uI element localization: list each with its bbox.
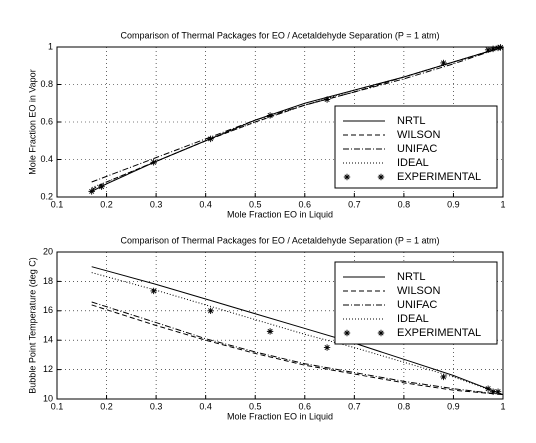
x-tick-label: 0.7: [348, 199, 361, 209]
x-axis-label: Mole Fraction EO in Liquid: [227, 411, 333, 421]
legend-symbol: [343, 329, 385, 337]
y-tick-label: 18: [43, 276, 53, 286]
data-point: [150, 159, 157, 166]
data-point: [440, 59, 447, 67]
x-tick-label: 0.3: [150, 401, 163, 411]
data-line: [91, 272, 504, 396]
x-tick-label: 0.2: [100, 401, 113, 411]
y-tick-label: 0.8: [40, 79, 53, 89]
data-point: [497, 44, 504, 51]
data-point: [150, 287, 157, 295]
y-tick-label: 0.6: [40, 116, 53, 126]
data-line: [91, 266, 504, 396]
data-line: [91, 301, 504, 396]
data-point: [207, 135, 214, 143]
x-tick-label: 0.8: [398, 199, 411, 209]
x-tick-label: 0.4: [199, 199, 212, 209]
data-point: [266, 112, 274, 119]
data-point: [494, 388, 502, 395]
data-point: [207, 307, 214, 314]
legend-label: UNIFAC: [397, 143, 437, 155]
x-tick-label: 1: [500, 401, 505, 411]
legend-label: IDEAL: [397, 313, 429, 325]
data-point: [88, 188, 95, 195]
data-point: [484, 385, 492, 392]
y-tick-label: 1: [48, 41, 53, 51]
data-line: [91, 46, 504, 189]
x-tick-label: 0.6: [299, 199, 312, 209]
data-point: [494, 44, 502, 52]
data-line: [91, 304, 504, 396]
x-tick-label: 0.7: [348, 401, 361, 411]
y-tick-label: 12: [43, 364, 53, 374]
data-point: [489, 45, 497, 53]
legend-box: [334, 105, 498, 189]
y-tick-label: 14: [43, 335, 53, 345]
x-tick-label: 0.5: [249, 401, 262, 411]
data-point: [98, 183, 105, 190]
legend-label: UNIFAC: [397, 299, 437, 311]
data-point: [323, 344, 331, 351]
legend-label: NRTL: [397, 271, 426, 283]
chart-title: Comparison of Thermal Packages for EO / …: [120, 235, 439, 245]
x-tick-label: 0.4: [199, 401, 212, 411]
x-axis-label: Mole Fraction EO in Liquid: [227, 209, 333, 219]
data-point: [484, 46, 492, 54]
data-point: [266, 328, 274, 335]
plot-frame: [56, 46, 504, 198]
x-tick-label: 0.5: [249, 199, 262, 209]
plot-frame: [56, 251, 504, 400]
data-point: [440, 373, 447, 381]
x-tick-label: 0.6: [299, 401, 312, 411]
data-point: [323, 96, 331, 103]
legend-label: EXPERIMENTAL: [397, 171, 481, 183]
data-line: [91, 46, 504, 183]
legend-symbol: [343, 173, 385, 181]
x-tick-label: 0.9: [447, 199, 460, 209]
y-tick-label: 20: [43, 246, 53, 256]
x-tick-label: 0.2: [100, 199, 113, 209]
y-tick-label: 0.2: [40, 191, 53, 201]
y-tick-label: 16: [43, 305, 53, 315]
x-tick-label: 0.8: [398, 401, 411, 411]
legend-label: WILSON: [397, 285, 440, 297]
legend-label: NRTL: [397, 115, 426, 127]
x-tick-label: 0.1: [51, 401, 64, 411]
chart-title: Comparison of Thermal Packages for EO / …: [120, 30, 439, 40]
data-point: [489, 388, 497, 395]
y-tick-label: 0.4: [40, 154, 53, 164]
legend-label: EXPERIMENTAL: [397, 327, 481, 339]
legend-label: WILSON: [397, 129, 440, 141]
x-tick-label: 0.3: [150, 199, 163, 209]
y-axis-label: Bubble Point Temperature (deg C): [27, 257, 37, 393]
x-tick-label: 0.9: [447, 401, 460, 411]
x-tick-label: 0.1: [51, 199, 64, 209]
legend-label: IDEAL: [397, 157, 429, 169]
legend-box: [334, 261, 498, 345]
y-tick-label: 10: [43, 393, 53, 403]
x-tick-label: 1: [500, 199, 505, 209]
y-axis-label: Mole Fraction EO in Vapor: [27, 69, 37, 174]
